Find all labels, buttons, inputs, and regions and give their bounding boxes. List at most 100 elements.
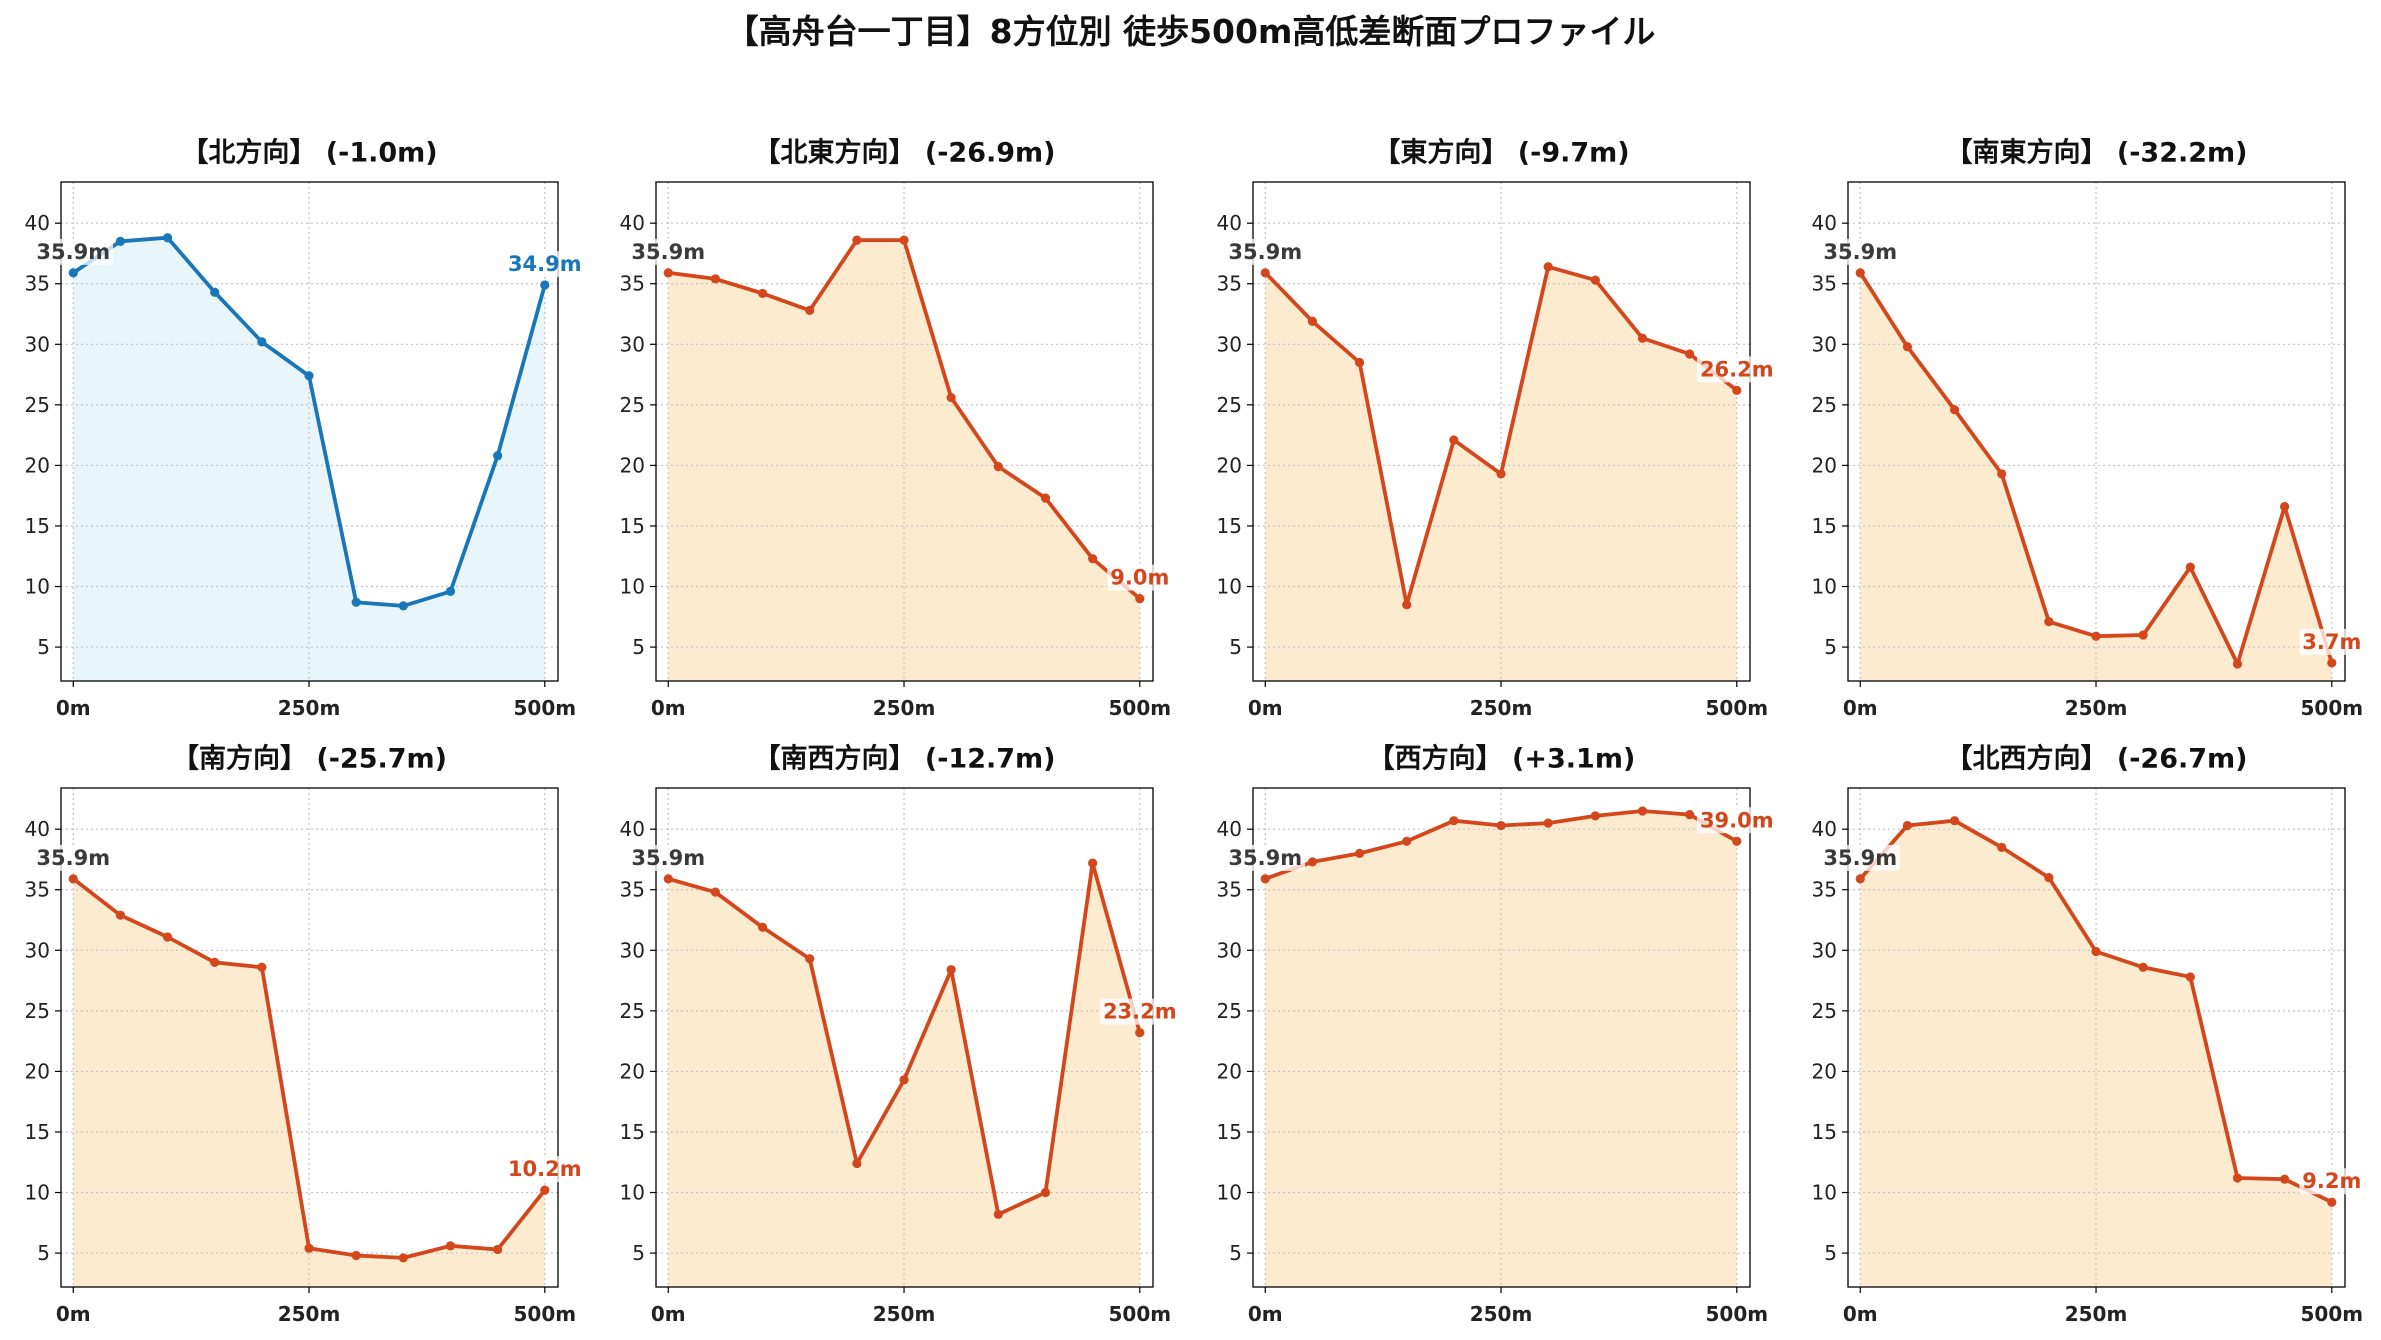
y-tick-label: 35 bbox=[1217, 878, 1242, 902]
subplot-title: 【東方向】 (-9.7m) bbox=[1373, 137, 1629, 169]
x-tick-label: 250m bbox=[873, 1302, 936, 1326]
subplot-west: 5 10 15 20 25 30 35 40 0m 250m 500m 【西方向】 (+3.1m) 35… bbox=[1217, 743, 1777, 1326]
area-fill bbox=[668, 240, 1140, 681]
y-tick-label: 15 bbox=[1812, 1120, 1837, 1144]
subplot-east: 5 10 15 20 25 30 35 40 0m 250m 500m 【東方向】 (-9.7m) 35… bbox=[1217, 137, 1777, 720]
data-point bbox=[2280, 501, 2290, 512]
end-value-label-background bbox=[1107, 564, 1173, 591]
start-value-label: 35.9m bbox=[1228, 846, 1302, 870]
end-value-label: 9.2m bbox=[2302, 1169, 2361, 1193]
data-point bbox=[2138, 962, 2148, 972]
subplot-title: 【北西方向】 (-26.7m) bbox=[1945, 743, 2247, 775]
x-tick-label: 500m bbox=[1109, 696, 1172, 720]
subplot-title: 【南方向】 (-25.7m) bbox=[172, 743, 447, 775]
x-tick-label: 0m bbox=[1843, 696, 1878, 720]
data-point bbox=[852, 235, 862, 245]
end-value-label: 3.7m bbox=[2302, 630, 2361, 654]
x-tick-label: 0m bbox=[1843, 1302, 1878, 1326]
x-tick-label: 0m bbox=[651, 696, 686, 720]
data-point bbox=[540, 280, 550, 290]
y-tick-label: 10 bbox=[1812, 1181, 1837, 1205]
data-point bbox=[805, 305, 815, 315]
data-point bbox=[993, 1209, 1003, 1219]
y-tick-label: 25 bbox=[25, 999, 50, 1023]
data-point bbox=[2044, 873, 2054, 883]
area-fill bbox=[73, 237, 545, 681]
area-fill bbox=[1860, 272, 2332, 681]
data-point bbox=[2327, 658, 2337, 668]
data-point bbox=[2185, 972, 2195, 982]
y-tick-label: 5 bbox=[37, 635, 50, 659]
data-point bbox=[852, 1158, 862, 1169]
subplot-north: 5 10 15 20 25 30 35 40 0m 250m 500m 【北方向】 (-1.0m) 35… bbox=[25, 137, 585, 720]
y-tick-label: 15 bbox=[25, 1120, 50, 1144]
x-tick-label: 0m bbox=[56, 1302, 91, 1326]
start-value-label: 35.9m bbox=[631, 240, 705, 264]
y-tick-label: 10 bbox=[1812, 575, 1837, 599]
y-tick-label: 20 bbox=[1217, 453, 1242, 477]
data-point bbox=[2185, 562, 2195, 572]
data-point bbox=[493, 1244, 503, 1255]
data-point bbox=[757, 922, 768, 932]
data-point bbox=[304, 1243, 314, 1253]
y-tick-label: 5 bbox=[1229, 1241, 1242, 1265]
y-tick-label: 25 bbox=[620, 393, 645, 417]
data-point bbox=[210, 957, 220, 968]
end-value-label: 39.0m bbox=[1700, 808, 1774, 832]
y-tick-label: 30 bbox=[25, 332, 50, 356]
data-point bbox=[946, 965, 956, 975]
subplot-southwest: 5 10 15 20 25 30 35 40 0m 250m 500m 【南西方向】 (-12.7m)… bbox=[620, 743, 1180, 1326]
data-point bbox=[2138, 630, 2148, 640]
data-point bbox=[1135, 594, 1145, 604]
data-point bbox=[304, 371, 314, 381]
data-point bbox=[2091, 946, 2101, 957]
data-point bbox=[162, 932, 173, 942]
y-tick-label: 25 bbox=[1812, 999, 1837, 1023]
data-point bbox=[1590, 275, 1600, 285]
data-point bbox=[398, 1253, 408, 1263]
y-tick-label: 20 bbox=[620, 1059, 645, 1083]
y-tick-label: 20 bbox=[25, 453, 50, 477]
data-point bbox=[68, 268, 78, 278]
data-point bbox=[1260, 874, 1270, 884]
x-tick-label: 500m bbox=[2301, 696, 2364, 720]
y-tick-label: 15 bbox=[1217, 1120, 1242, 1144]
data-point bbox=[993, 462, 1003, 472]
data-point bbox=[351, 1250, 361, 1261]
y-tick-label: 25 bbox=[620, 999, 645, 1023]
x-tick-label: 500m bbox=[514, 1302, 577, 1326]
data-point bbox=[1855, 874, 1865, 884]
start-value-label: 35.9m bbox=[36, 846, 110, 870]
y-tick-label: 25 bbox=[1217, 393, 1242, 417]
figure-title: 【高舟台一丁目】8方位別 徒歩500m高低差断面プロファイル bbox=[725, 12, 1656, 51]
data-point bbox=[2327, 1197, 2337, 1207]
data-point bbox=[257, 337, 267, 347]
start-value-label: 35.9m bbox=[1823, 240, 1897, 264]
start-value-label-group: 35.9m bbox=[1820, 238, 1901, 265]
x-tick-label: 250m bbox=[2065, 696, 2128, 720]
data-point bbox=[1354, 357, 1365, 368]
data-point bbox=[445, 1241, 456, 1251]
y-tick-label: 15 bbox=[620, 514, 645, 538]
y-tick-label: 10 bbox=[25, 575, 50, 599]
data-point bbox=[210, 287, 220, 297]
y-tick-label: 35 bbox=[1812, 272, 1837, 296]
y-tick-label: 15 bbox=[1217, 514, 1242, 538]
data-point bbox=[1732, 385, 1742, 395]
y-tick-label: 35 bbox=[1812, 878, 1837, 902]
data-point bbox=[1449, 435, 1459, 445]
data-point bbox=[1402, 836, 1412, 846]
y-tick-label: 30 bbox=[620, 332, 645, 356]
data-point bbox=[540, 1185, 550, 1195]
start-value-label-background bbox=[1820, 844, 1901, 871]
data-point bbox=[398, 601, 408, 611]
data-point bbox=[1902, 820, 1913, 831]
data-point bbox=[1637, 806, 1648, 816]
y-tick-label: 15 bbox=[1812, 514, 1837, 538]
data-point bbox=[1449, 816, 1459, 826]
y-tick-label: 40 bbox=[1812, 211, 1837, 235]
y-tick-label: 5 bbox=[1824, 1241, 1837, 1265]
y-tick-label: 30 bbox=[1812, 938, 1837, 962]
y-tick-label: 10 bbox=[1217, 1181, 1242, 1205]
